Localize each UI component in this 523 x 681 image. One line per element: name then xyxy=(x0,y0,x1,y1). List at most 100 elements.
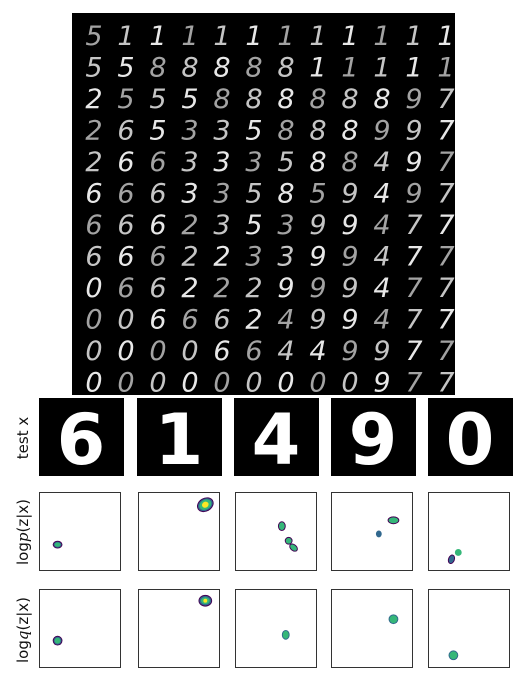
manifold-digit: 9 xyxy=(341,179,358,210)
row-label-log-q: logq(z|x) xyxy=(2,589,44,671)
approx-posterior-panel-5 xyxy=(428,589,510,668)
test-digit-glyph: 6 xyxy=(57,399,106,476)
manifold-digit: 7 xyxy=(437,84,454,115)
manifold-digit: 5 xyxy=(245,210,262,241)
manifold-digit: 0 xyxy=(309,368,326,396)
manifold-digit: 5 xyxy=(149,84,166,115)
manifold-digit: 2 xyxy=(213,242,230,273)
manifold-digit: 7 xyxy=(437,336,454,367)
manifold-digit: 0 xyxy=(277,368,294,396)
approx-posterior-panel-3 xyxy=(235,589,317,668)
manifold-digit: 8 xyxy=(149,53,166,84)
manifold-digit: 6 xyxy=(149,305,166,336)
manifold-digit: 7 xyxy=(405,305,422,336)
approx-blob xyxy=(281,629,290,640)
manifold-digit: 7 xyxy=(405,273,422,304)
manifold-digit: 9 xyxy=(341,305,358,336)
manifold-digit: 5 xyxy=(117,53,134,84)
manifold-digit: 8 xyxy=(309,116,326,147)
posterior-panel-4 xyxy=(331,492,413,571)
test-digit-image-3: 4 xyxy=(234,398,319,476)
manifold-digit: 0 xyxy=(117,305,134,336)
manifold-digit: 0 xyxy=(85,336,102,367)
manifold-digit: 3 xyxy=(181,179,198,210)
manifold-digit: 8 xyxy=(181,53,198,84)
manifold-digit: 3 xyxy=(245,147,262,178)
manifold-digit: 6 xyxy=(149,242,166,273)
manifold-digit: 9 xyxy=(405,84,422,115)
manifold-digit: 1 xyxy=(437,53,454,84)
manifold-digit: 6 xyxy=(117,147,134,178)
manifold-digit: 4 xyxy=(309,336,326,367)
manifold-digit: 0 xyxy=(341,368,358,396)
row-label-test-x: test x xyxy=(2,398,44,478)
manifold-digit: 2 xyxy=(213,273,230,304)
posterior-blob xyxy=(454,549,462,556)
manifold-digit: 0 xyxy=(117,368,134,396)
manifold-digit: 2 xyxy=(245,305,262,336)
manifold-digit: 2 xyxy=(245,273,262,304)
manifold-digit: 1 xyxy=(341,53,358,84)
row-label-log-p: logp(z|x) xyxy=(2,492,44,572)
manifold-digit: 6 xyxy=(117,210,134,241)
posterior-blob xyxy=(447,554,456,565)
manifold-digit: 3 xyxy=(213,116,230,147)
manifold-digit: 6 xyxy=(85,179,102,210)
test-digit-image-2: 1 xyxy=(137,398,222,476)
manifold-digit: 2 xyxy=(85,116,102,147)
manifold-digit: 8 xyxy=(341,147,358,178)
manifold-digit: 1 xyxy=(245,21,262,52)
manifold-digit: 9 xyxy=(309,210,326,241)
manifold-digit: 7 xyxy=(405,210,422,241)
manifold-digit: 7 xyxy=(437,273,454,304)
manifold-digit: 9 xyxy=(405,147,422,178)
manifold-digit: 1 xyxy=(149,21,166,52)
manifold-digit: 7 xyxy=(437,368,454,396)
approx-posterior-panel-2 xyxy=(138,589,220,668)
manifold-digit: 4 xyxy=(373,242,390,273)
manifold-digit: 0 xyxy=(117,336,134,367)
manifold-digit: 4 xyxy=(373,273,390,304)
log-q-suffix: (z|x) xyxy=(14,597,32,631)
test-x-label: test x xyxy=(14,416,33,460)
manifold-digit: 3 xyxy=(213,147,230,178)
manifold-digit: 5 xyxy=(309,179,326,210)
manifold-digit: 8 xyxy=(245,84,262,115)
manifold-digit: 5 xyxy=(245,116,262,147)
manifold-digit: 1 xyxy=(277,21,294,52)
manifold-digit: 6 xyxy=(117,242,134,273)
manifold-digit: 6 xyxy=(245,336,262,367)
manifold-digit: 5 xyxy=(149,116,166,147)
posterior-panel-3 xyxy=(235,492,317,571)
log-p-prefix: log xyxy=(14,542,32,565)
manifold-digit: 6 xyxy=(213,336,230,367)
manifold-digit: 6 xyxy=(85,242,102,273)
manifold-digit: 6 xyxy=(85,210,102,241)
manifold-digit: 1 xyxy=(213,21,230,52)
manifold-digit: 7 xyxy=(405,368,422,396)
manifold-digit: 2 xyxy=(85,84,102,115)
manifold-digit: 6 xyxy=(181,305,198,336)
manifold-digit: 7 xyxy=(437,147,454,178)
manifold-digit: 9 xyxy=(341,273,358,304)
manifold-digit: 4 xyxy=(373,305,390,336)
approx-posterior-panel-4 xyxy=(331,589,413,668)
manifold-digit: 6 xyxy=(117,273,134,304)
posterior-blob xyxy=(284,536,293,545)
log-p-symbol: p xyxy=(14,532,32,543)
manifold-digit: 4 xyxy=(373,210,390,241)
manifold-digit: 6 xyxy=(213,305,230,336)
manifold-digit: 1 xyxy=(437,21,454,52)
manifold-digit: 8 xyxy=(213,84,230,115)
manifold-digit: 4 xyxy=(277,305,294,336)
manifold-digit: 7 xyxy=(437,116,454,147)
manifold-digit: 4 xyxy=(373,179,390,210)
latent-manifold-grid: 5 1 1 1 1 1 1 1 1 1 1 15 5 8 8 8 8 8 1 1 1 1 12 5 5 5 8 8 8 8 8 8 9 72 6 5 3… xyxy=(72,13,455,395)
manifold-digit: 8 xyxy=(277,53,294,84)
manifold-digit: 6 xyxy=(149,210,166,241)
manifold-digit: 7 xyxy=(437,305,454,336)
manifold-digit: 9 xyxy=(309,242,326,273)
manifold-digit: 5 xyxy=(245,179,262,210)
manifold-digit: 8 xyxy=(245,53,262,84)
test-digit-image-5: 0 xyxy=(428,398,513,476)
